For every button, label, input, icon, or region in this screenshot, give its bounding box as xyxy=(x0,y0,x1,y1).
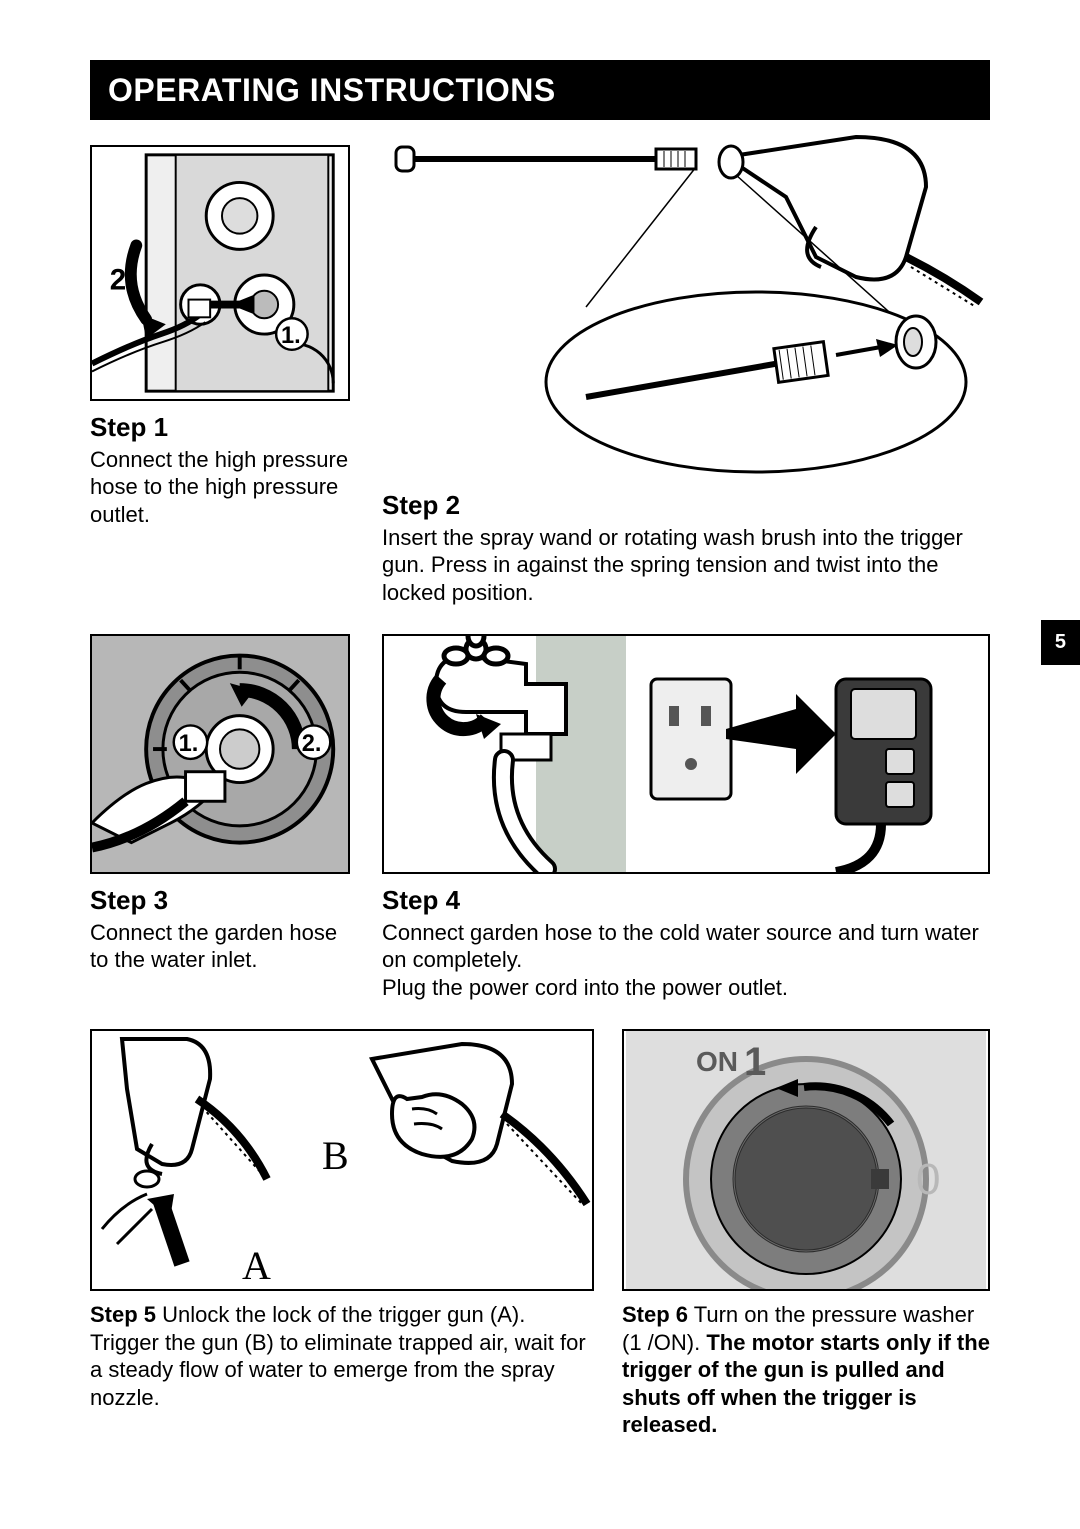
figure-step3: 1. 2. xyxy=(90,634,350,874)
step2-column: Step 2 Insert the spray wand or rotating… xyxy=(382,145,990,606)
figure-step1: 2. 1. xyxy=(90,145,350,401)
svg-text:ON: ON xyxy=(696,1046,738,1077)
step6-text: Step 6 Turn on the pressure washer (1 /O… xyxy=(622,1301,990,1439)
section-title: OPERATING INSTRUCTIONS xyxy=(90,60,990,120)
figure-step4 xyxy=(382,634,990,874)
svg-text:1: 1 xyxy=(744,1040,766,1084)
row-steps-3-4: 1. 2. Step 3 Connect the garden hose to … xyxy=(90,634,990,1001)
step3-heading: Step 3 xyxy=(90,884,350,917)
step5-text: Step 5 Unlock the lock of the trigger gu… xyxy=(90,1301,594,1411)
figure-step6: ON 1 0 xyxy=(622,1029,990,1291)
step5-heading: Step 5 xyxy=(90,1302,156,1327)
step2-heading: Step 2 xyxy=(382,489,990,522)
step1-body: Connect the high pressure hose to the hi… xyxy=(90,446,350,529)
step3-column: 1. 2. Step 3 Connect the garden hose to … xyxy=(90,634,350,974)
step4-column: Step 4 Connect garden hose to the cold w… xyxy=(382,634,990,1001)
page-number-tab: 5 xyxy=(1041,620,1080,665)
step3-body: Connect the garden hose to the water inl… xyxy=(90,919,350,974)
figure-step5: A B xyxy=(90,1029,594,1291)
step4-heading: Step 4 xyxy=(382,884,990,917)
step1-column: 2. 1. Step 1 Connect the high pressure h… xyxy=(90,145,350,528)
step6-column: ON 1 0 Step 6 Turn on the pressure washe… xyxy=(622,1029,990,1439)
svg-text:B: B xyxy=(322,1133,349,1178)
svg-text:0: 0 xyxy=(916,1155,940,1204)
row-steps-5-6: A B Step 5 Unlock the lock of the trigge… xyxy=(90,1029,990,1439)
step1-heading: Step 1 xyxy=(90,411,350,444)
step2-body: Insert the spray wand or rotating wash b… xyxy=(382,524,990,607)
figure-step2 xyxy=(382,127,990,479)
step4-body-a: Connect garden hose to the cold water so… xyxy=(382,919,990,974)
svg-text:1.: 1. xyxy=(179,731,199,757)
svg-text:2.: 2. xyxy=(302,731,322,757)
step4-body-b: Plug the power cord into the power outle… xyxy=(382,974,990,1002)
fig1-label-1: 1. xyxy=(281,323,301,349)
step5-body: Unlock the lock of the trigger gun (A). … xyxy=(90,1302,586,1410)
row-steps-1-2: 2. 1. Step 1 Connect the high pressure h… xyxy=(90,145,990,606)
step6-heading: Step 6 xyxy=(622,1302,688,1327)
fig1-label-2: 2. xyxy=(110,264,135,297)
svg-text:A: A xyxy=(242,1243,271,1288)
step5-column: A B Step 5 Unlock the lock of the trigge… xyxy=(90,1029,594,1439)
